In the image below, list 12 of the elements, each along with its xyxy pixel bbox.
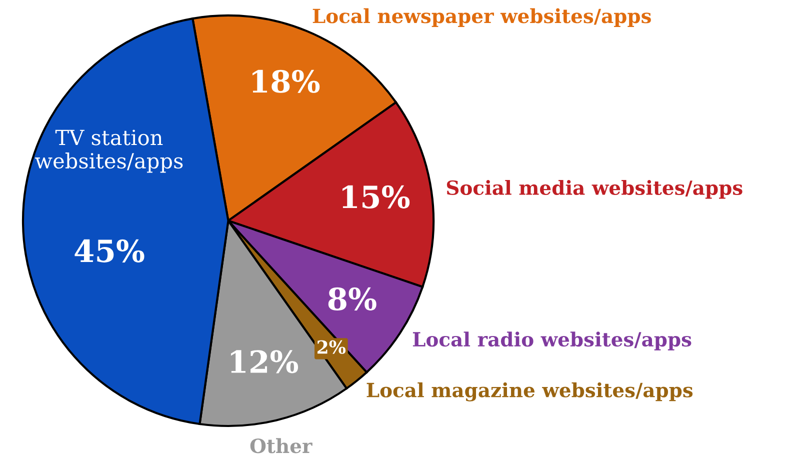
slice-label: Social media websites/apps [446,180,742,199]
data-label: 45% [74,239,144,262]
data-label: 8% [328,287,376,311]
data-label: 18% [252,70,320,93]
data-label: 12% [230,350,298,374]
slice-label: Local magazine websites/apps [366,382,693,402]
slice-label: Local radio websites/apps [412,332,692,350]
data-label: 2% [318,340,346,354]
slice-label: Other [250,438,312,454]
data-label: 15% [342,185,410,208]
slice-label: TV station websites/apps [35,130,183,173]
slice-label: Local newspaper websites/apps [312,8,651,28]
